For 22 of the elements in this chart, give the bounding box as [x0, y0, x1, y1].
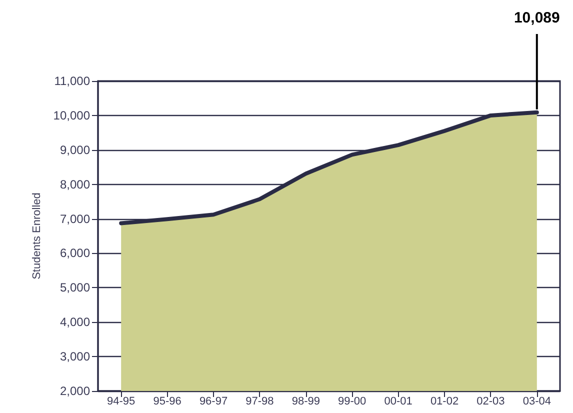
- y-tick-label: 7,000: [60, 212, 90, 226]
- y-tick-label: 2,000: [60, 384, 90, 398]
- x-tick-label: 00-01: [384, 396, 412, 408]
- y-axis-title: Students Enrolled: [30, 192, 43, 280]
- x-tick-label: 99-00: [338, 396, 366, 408]
- x-tick-label: 95-96: [153, 396, 182, 408]
- x-tick-label: 01-02: [430, 396, 459, 408]
- y-tick-label: 11,000: [54, 74, 90, 88]
- y-tick-label: 10,000: [53, 108, 90, 122]
- y-tick-label: 3,000: [60, 350, 90, 364]
- x-tick-label: 98-99: [292, 396, 320, 408]
- x-tick-label: 94-95: [107, 396, 136, 408]
- y-tick-label: 6,000: [60, 246, 90, 260]
- y-tick-label: 5,000: [60, 280, 90, 295]
- x-tick-label: 96-97: [199, 396, 228, 408]
- x-tick-label: 03-04: [522, 396, 551, 408]
- x-tick-label: 02-03: [476, 396, 505, 408]
- annotation: 10,089: [514, 10, 560, 26]
- y-tick-label: 8,000: [60, 177, 90, 192]
- y-tick-label: 4,000: [60, 315, 90, 330]
- y-tick-label: 9,000: [60, 142, 90, 157]
- x-tick-label: 97-98: [246, 396, 274, 408]
